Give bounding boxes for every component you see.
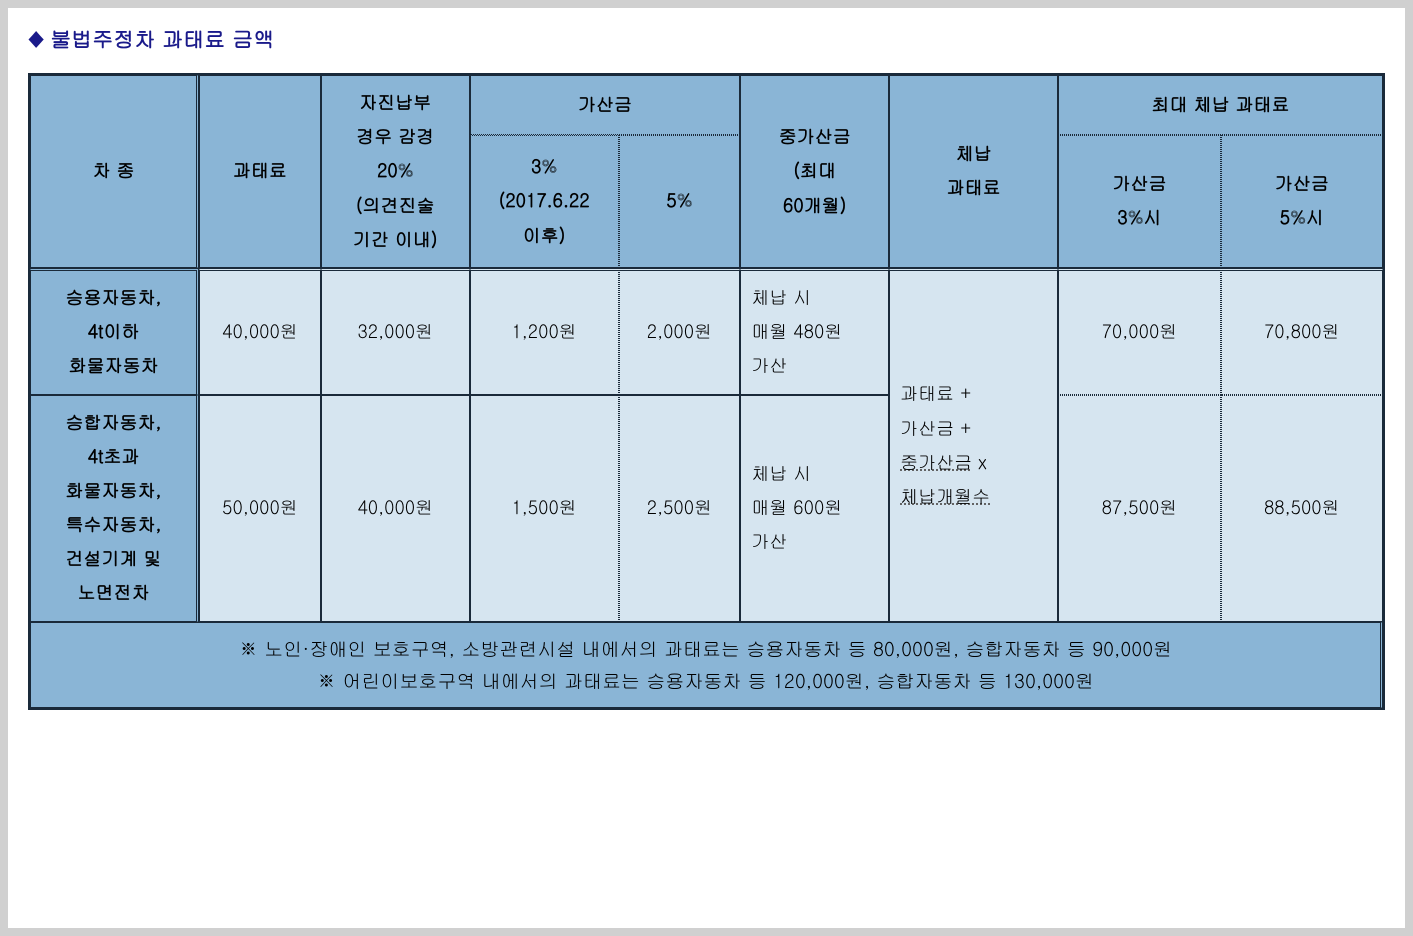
cell-vehicle-type: 승용자동차, 4t이하 화물자동차 <box>30 268 199 395</box>
formula-mid: x <box>972 450 987 475</box>
cell-max-arrears-5: 70,800원 <box>1221 268 1383 395</box>
col-arrears-fine: 체납 과태료 <box>889 75 1058 268</box>
title-text: 불법주정차 과태료 금액 <box>50 23 274 53</box>
col-surcharge-group: 가산금 <box>470 75 741 135</box>
cell-heavy-surcharge: 체납 시 매월 600원 가산 <box>740 395 889 622</box>
cell-voluntary-discount: 32,000원 <box>321 268 470 395</box>
table-header: 차 종 과태료 자진납부 경우 감경 20% (의견진술 기간 이내) 가산금 … <box>30 75 1383 268</box>
cell-vehicle-type: 승합자동차, 4t초과 화물자동차, 특수자동차, 건설기계 및 노면전차 <box>30 395 199 622</box>
footnote-line-1: ※ 노인·장애인 보호구역, 소방관련시설 내에서의 과태료는 승용자동차 등 … <box>37 633 1374 665</box>
fine-table: 차 종 과태료 자진납부 경우 감경 20% (의견진술 기간 이내) 가산금 … <box>28 73 1385 710</box>
cell-max-arrears-3: 87,500원 <box>1058 395 1220 622</box>
col-surcharge-3: 3% (2017.6.22 이후) <box>470 135 619 268</box>
col-voluntary-discount: 자진납부 경우 감경 20% (의견진술 기간 이내) <box>321 75 470 268</box>
footnote-row: ※ 노인·장애인 보호구역, 소방관련시설 내에서의 과태료는 승용자동차 등 … <box>30 622 1383 709</box>
table-body: 승용자동차, 4t이하 화물자동차 40,000원 32,000원 1,200원… <box>30 268 1383 708</box>
cell-surcharge-5: 2,000원 <box>619 268 741 395</box>
cell-surcharge-3: 1,200원 <box>470 268 619 395</box>
page-title: ♦불법주정차 과태료 금액 <box>28 23 1385 53</box>
formula-ul1: 중가산금 <box>900 450 972 475</box>
col-max-arrears-5: 가산금 5%시 <box>1221 135 1383 268</box>
formula-pre: 과태료 + 가산금 + <box>900 381 971 440</box>
col-heavy-surcharge: 중가산금 (최대 60개월) <box>740 75 889 268</box>
diamond-bullet-icon: ♦ <box>28 23 44 53</box>
col-max-arrears-3: 가산금 3%시 <box>1058 135 1220 268</box>
cell-fine: 50,000원 <box>199 395 321 622</box>
cell-arrears-formula: 과태료 + 가산금 + 중가산금 x 체납개월수 <box>889 268 1058 622</box>
table-row: 승합자동차, 4t초과 화물자동차, 특수자동차, 건설기계 및 노면전차 50… <box>30 395 1383 622</box>
col-max-arrears-group: 최대 체납 과태료 <box>1058 75 1383 135</box>
col-fine: 과태료 <box>199 75 321 268</box>
footnote-cell: ※ 노인·장애인 보호구역, 소방관련시설 내에서의 과태료는 승용자동차 등 … <box>30 622 1383 709</box>
table-header-row-1: 차 종 과태료 자진납부 경우 감경 20% (의견진술 기간 이내) 가산금 … <box>30 75 1383 135</box>
col-surcharge-5: 5% <box>619 135 741 268</box>
table-row: 승용자동차, 4t이하 화물자동차 40,000원 32,000원 1,200원… <box>30 268 1383 395</box>
cell-surcharge-3: 1,500원 <box>470 395 619 622</box>
cell-max-arrears-3: 70,000원 <box>1058 268 1220 395</box>
cell-voluntary-discount: 40,000원 <box>321 395 470 622</box>
cell-max-arrears-5: 88,500원 <box>1221 395 1383 622</box>
cell-heavy-surcharge: 체납 시 매월 480원 가산 <box>740 268 889 395</box>
cell-surcharge-5: 2,500원 <box>619 395 741 622</box>
cell-fine: 40,000원 <box>199 268 321 395</box>
formula-ul2: 체납개월수 <box>900 484 990 509</box>
page-container: ♦불법주정차 과태료 금액 차 종 과태료 자진납부 경우 감경 20% (의견… <box>8 8 1405 928</box>
footnote-line-2: ※ 어린이보호구역 내에서의 과태료는 승용자동차 등 120,000원, 승합… <box>37 665 1374 697</box>
col-vehicle-type: 차 종 <box>30 75 199 268</box>
